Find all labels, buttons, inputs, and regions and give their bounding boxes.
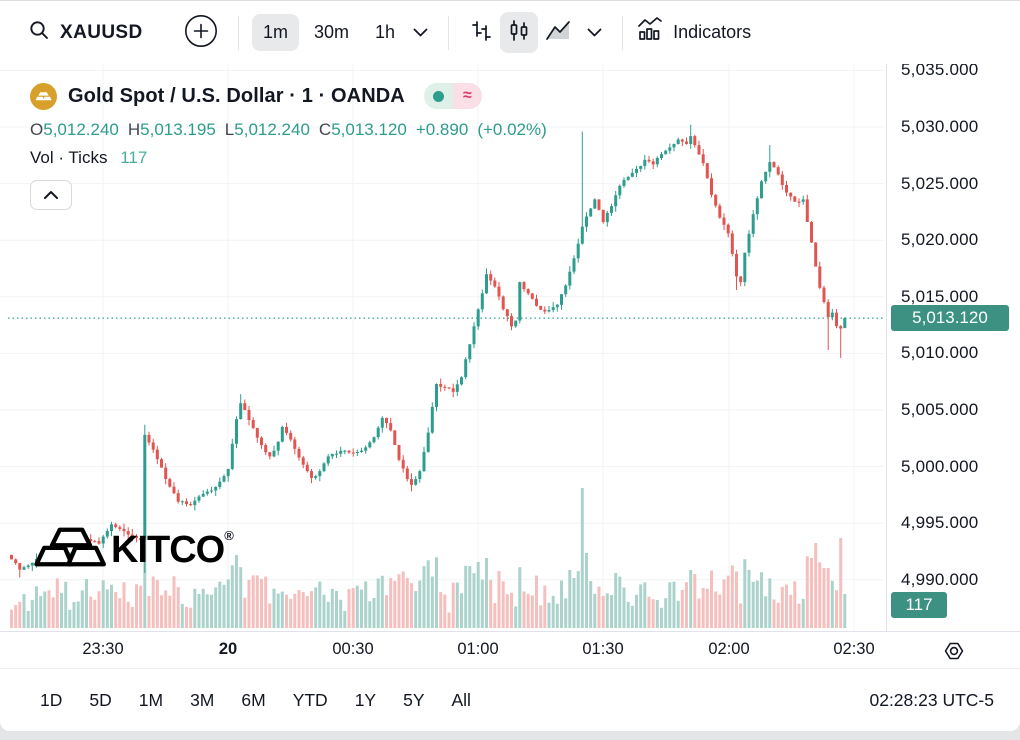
time-tick-label: 00:30	[332, 640, 374, 658]
close-key: C	[318, 120, 332, 139]
time-tick-label: 23:30	[82, 640, 124, 658]
clock-timezone[interactable]: 02:28:23 UTC-5	[869, 689, 994, 710]
chevron-down-icon	[587, 25, 602, 40]
bars-chart-icon	[469, 19, 493, 46]
range-button-group: 1D 5D 1M 3M 6M YTD 1Y 5Y All	[40, 684, 498, 717]
kitco-gold-bars-icon	[33, 525, 109, 574]
price-tick-label: 5,030.000	[901, 117, 979, 136]
toolbar-divider	[622, 15, 624, 50]
price-tick-label: 5,025.000	[901, 174, 979, 193]
volume-value: 117	[120, 148, 148, 167]
current-price-badge: 5,013.120	[891, 305, 1009, 331]
chevron-up-icon	[43, 188, 59, 203]
symbol-search-text: XAUUSD	[60, 21, 143, 43]
time-tick-label: 01:30	[582, 640, 624, 658]
top-toolbar: XAUUSD 1m 30m 1h	[0, 1, 1020, 64]
volume-label: Vol · Ticks	[30, 148, 108, 167]
price-chart-svg[interactable]	[0, 64, 886, 631]
market-status-pill[interactable]: ≈	[423, 83, 482, 109]
chart-legend: Gold Spot / U.S. Dollar · 1 · OANDA ≈ O5…	[30, 81, 547, 210]
price-tick-label: 5,020.000	[901, 230, 979, 249]
indicators-label: Indicators	[673, 22, 752, 42]
bottom-range-bar: 1D 5D 1M 3M 6M YTD 1Y 5Y All 02:28:23 UTC-5	[0, 669, 1020, 731]
low-key: L	[224, 120, 235, 139]
range-button-5d[interactable]: 5D	[89, 684, 111, 717]
price-tick-label: 5,035.000	[901, 64, 979, 79]
axis-settings-gear-icon[interactable]	[942, 639, 966, 668]
registered-mark: ®	[224, 528, 234, 543]
style-bars-button[interactable]	[462, 12, 500, 53]
volume-badge: 117	[891, 592, 947, 618]
time-tick-label: 01:00	[457, 640, 499, 658]
style-candles-button[interactable]	[500, 12, 539, 53]
range-button-6m[interactable]: 6M	[241, 684, 265, 717]
style-area-button[interactable]	[538, 12, 580, 53]
interval-button-1h[interactable]: 1h	[364, 14, 406, 51]
price-tick-label: 4,995.000	[901, 513, 979, 532]
change-value: +0.890	[415, 120, 469, 139]
high-value: 5,013.195	[140, 120, 216, 139]
toolbar-divider	[448, 15, 450, 50]
compare-add-symbol-button[interactable]	[177, 7, 225, 58]
price-tick-label: 5,015.000	[901, 287, 979, 306]
time-tick-label: 02:00	[708, 640, 750, 658]
range-button-1d[interactable]: 1D	[40, 684, 62, 717]
interval-menu-chevron[interactable]	[406, 18, 435, 47]
price-tick-label: 5,000.000	[901, 457, 979, 476]
delayed-status-half: ≈	[452, 83, 482, 109]
range-button-1y[interactable]: 1Y	[355, 684, 376, 717]
open-key: O	[30, 120, 44, 139]
range-button-ytd[interactable]: YTD	[293, 684, 328, 717]
change-percent: (+0.02%)	[477, 120, 547, 139]
candlestick-chart-icon	[507, 19, 531, 46]
indicators-button[interactable]: Indicators	[636, 17, 751, 48]
style-menu-chevron[interactable]	[580, 18, 609, 47]
interval-button-group: 1m 30m 1h	[252, 14, 406, 51]
toolbar-divider	[238, 15, 239, 50]
range-button-5y[interactable]: 5Y	[403, 684, 424, 717]
symbol-search-button[interactable]: XAUUSD	[28, 19, 151, 46]
symbol-title[interactable]: Gold Spot / U.S. Dollar · 1 · OANDA	[68, 84, 405, 107]
search-icon	[28, 19, 50, 46]
chevron-down-icon	[413, 25, 428, 40]
price-axis[interactable]: 5,013.120 117 5,035.000 5,030.000 5,025.00…	[886, 64, 1020, 631]
range-button-all[interactable]: All	[452, 684, 471, 717]
time-tick-label: 20	[218, 640, 238, 658]
volume-legend-row: Vol · Ticks 117	[30, 148, 547, 168]
low-value: 5,012.240	[234, 120, 310, 139]
kitco-wordmark: KITCO	[111, 528, 225, 571]
open-value: 5,012.240	[43, 120, 119, 139]
interval-button-1m[interactable]: 1m	[252, 14, 300, 51]
time-tick-label: 02:30	[833, 640, 875, 658]
live-dot-icon	[432, 90, 444, 102]
chart-pane[interactable]	[0, 64, 886, 631]
collapse-legend-button[interactable]	[30, 180, 72, 210]
range-button-3m[interactable]: 3M	[190, 684, 214, 717]
kitco-watermark: KITCO ®	[33, 525, 234, 574]
realtime-status-half	[423, 83, 453, 109]
ohlc-row: O5,012.240 H5,013.195 L5,012.240 C5,013.…	[30, 120, 547, 140]
gold-coin-icon	[30, 82, 57, 110]
price-tick-label: 5,010.000	[901, 343, 979, 362]
close-value: 5,013.120	[331, 120, 407, 139]
plus-circle-icon	[184, 14, 218, 51]
high-key: H	[127, 120, 141, 139]
indicators-icon	[636, 17, 664, 48]
range-button-1m[interactable]: 1M	[139, 684, 163, 717]
area-chart-icon	[545, 19, 573, 46]
symbol-title-row[interactable]: Gold Spot / U.S. Dollar · 1 · OANDA ≈	[30, 81, 547, 111]
time-axis[interactable]: 23:30 20 00:30 01:00 01:30 02:00 02:30	[0, 631, 1020, 669]
price-tick-label: 5,005.000	[901, 400, 979, 419]
interval-button-30m[interactable]: 30m	[303, 14, 360, 51]
price-tick-label: 4,990.000	[901, 570, 979, 589]
